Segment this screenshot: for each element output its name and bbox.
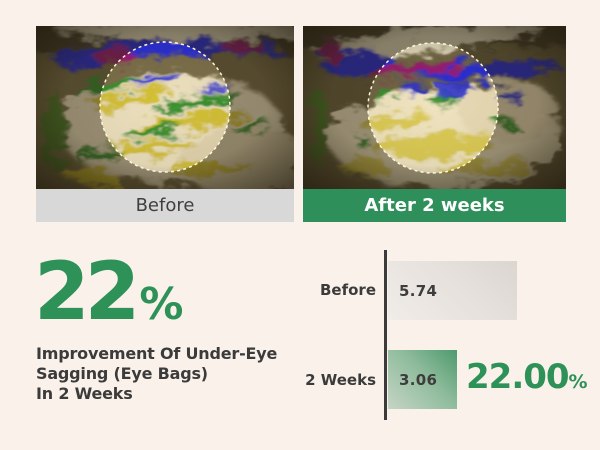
chart-value-2weeks: 3.06 — [399, 370, 438, 389]
stat-percent-sign: % — [139, 279, 184, 330]
chart-category-before: Before — [319, 281, 376, 299]
stat-description-line: In 2 Weeks — [36, 384, 133, 403]
stat-description-line: Improvement Of Under-Eye — [36, 344, 278, 363]
before-thermal-image — [36, 26, 294, 189]
after-thermal-image — [303, 26, 566, 189]
vignette — [303, 26, 566, 189]
after-caption-label: After 2 weeks — [364, 195, 505, 216]
improvement-stat: 22% — [34, 252, 183, 332]
stat-description: Improvement Of Under-Eye Sagging (Eye Ba… — [36, 344, 277, 404]
highlight-circle — [367, 42, 499, 174]
chart-category-2weeks: 2 Weeks — [305, 371, 376, 389]
stat-value: 22 — [34, 245, 140, 338]
improvement-percent-sign: % — [568, 371, 588, 393]
before-caption-label: Before — [135, 195, 195, 216]
vignette — [36, 26, 294, 189]
chart-axis-line — [384, 250, 387, 420]
stat-description-line: Sagging (Eye Bags) — [36, 364, 208, 383]
chart-bar-2weeks: 3.06 — [388, 350, 457, 409]
before-caption: Before — [36, 189, 294, 222]
chart-value-before: 5.74 — [399, 281, 438, 300]
after-caption: After 2 weeks — [303, 189, 566, 222]
chart-bar-before: 5.74 — [388, 261, 517, 320]
improvement-number: 22.00 — [466, 357, 570, 397]
highlight-circle — [99, 41, 231, 173]
chart-improvement-percent: 22.00% — [466, 357, 588, 397]
